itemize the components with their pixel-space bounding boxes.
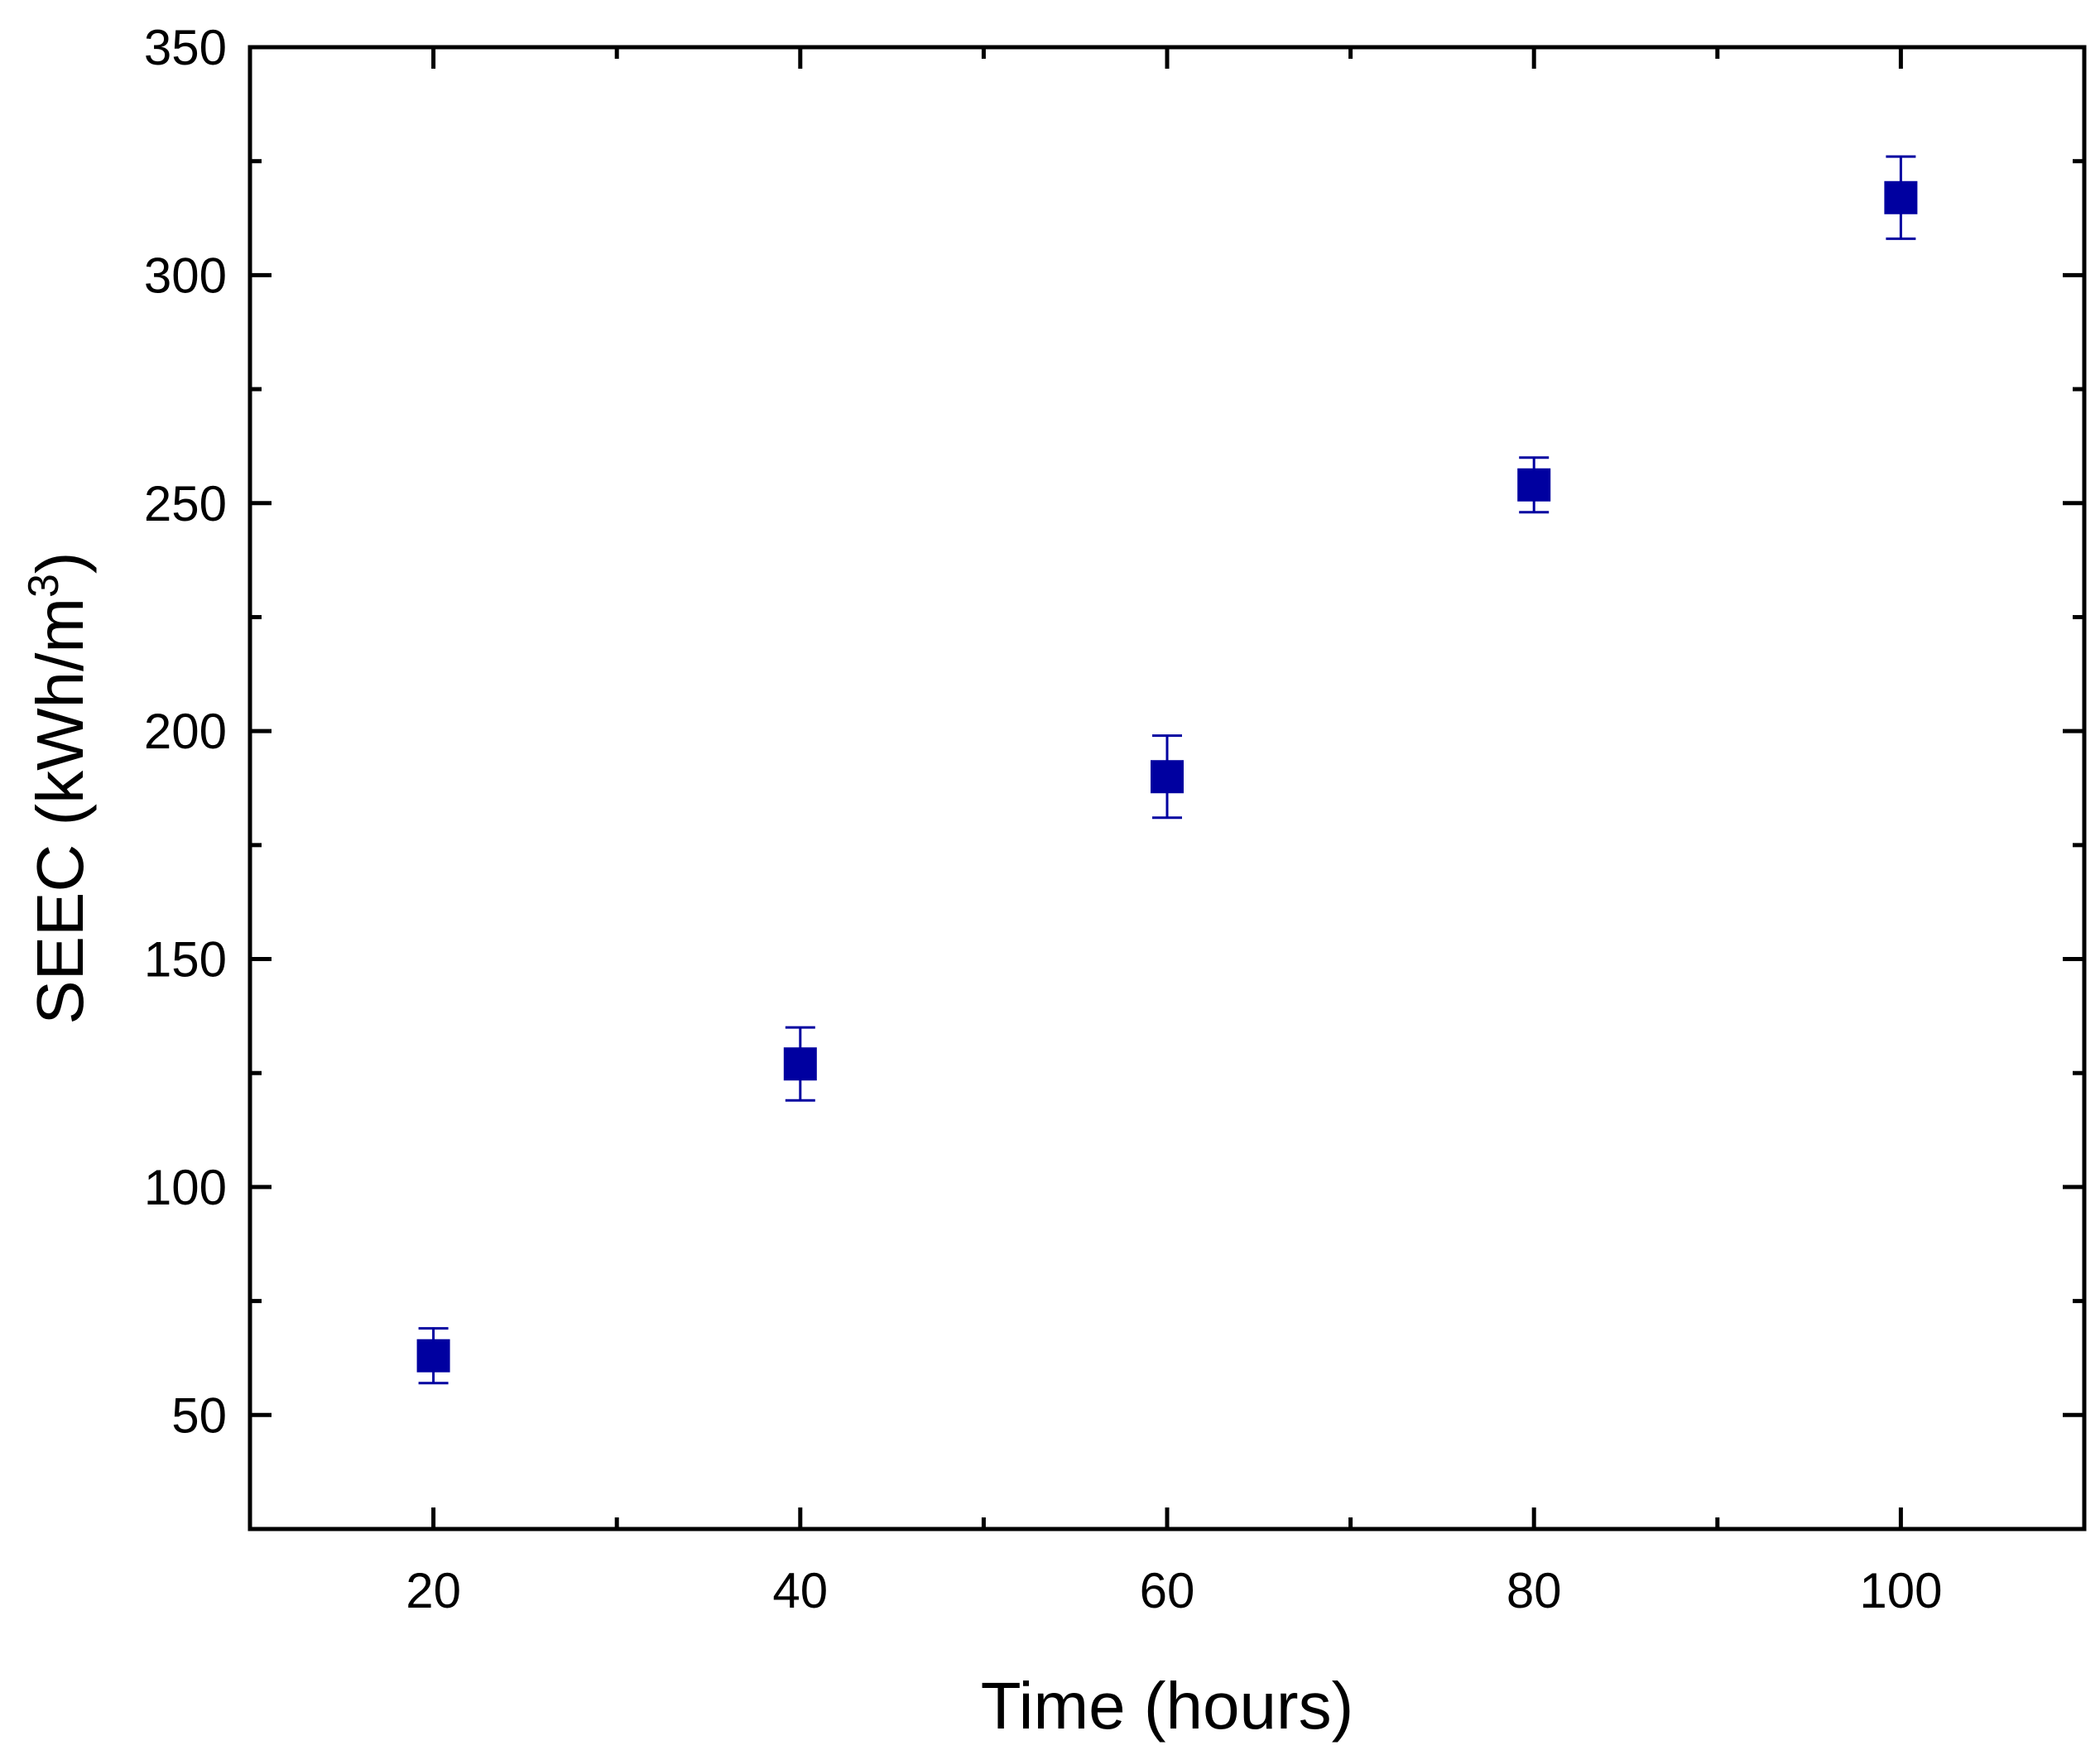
data-point	[1151, 760, 1184, 794]
data-point	[416, 1339, 450, 1373]
x-tick-label: 80	[1507, 1563, 1562, 1618]
x-tick-label: 20	[406, 1563, 461, 1618]
x-tick-label: 60	[1140, 1563, 1195, 1618]
data-point	[783, 1047, 817, 1081]
y-tick-label: 250	[144, 476, 227, 531]
y-axis-title-superscript: 3	[20, 574, 68, 598]
y-tick-label: 150	[144, 932, 227, 988]
y-axis-title-close: )	[23, 551, 97, 574]
y-tick-label: 350	[144, 20, 227, 75]
y-tick-label: 50	[171, 1387, 227, 1443]
points-layer	[416, 180, 1918, 1373]
y-tick-label: 200	[144, 704, 227, 759]
tick-labels-layer: 20 40 60 80 100 50 100 150 200 250 300 350	[144, 20, 1943, 1618]
y-tick-label: 300	[144, 248, 227, 303]
x-tick-label: 100	[1859, 1563, 1942, 1618]
x-tick-label: 40	[772, 1563, 828, 1618]
y-axis-title-main: SEEC (kWh/m	[23, 598, 97, 1025]
data-point	[1884, 180, 1918, 214]
y-axis-title: SEEC (kWh/m3)	[20, 551, 97, 1024]
x-axis-title: Time (hours)	[981, 1669, 1353, 1743]
plot-frame	[247, 45, 2087, 1531]
data-point	[1517, 468, 1551, 502]
y-tick-label: 100	[144, 1160, 227, 1215]
